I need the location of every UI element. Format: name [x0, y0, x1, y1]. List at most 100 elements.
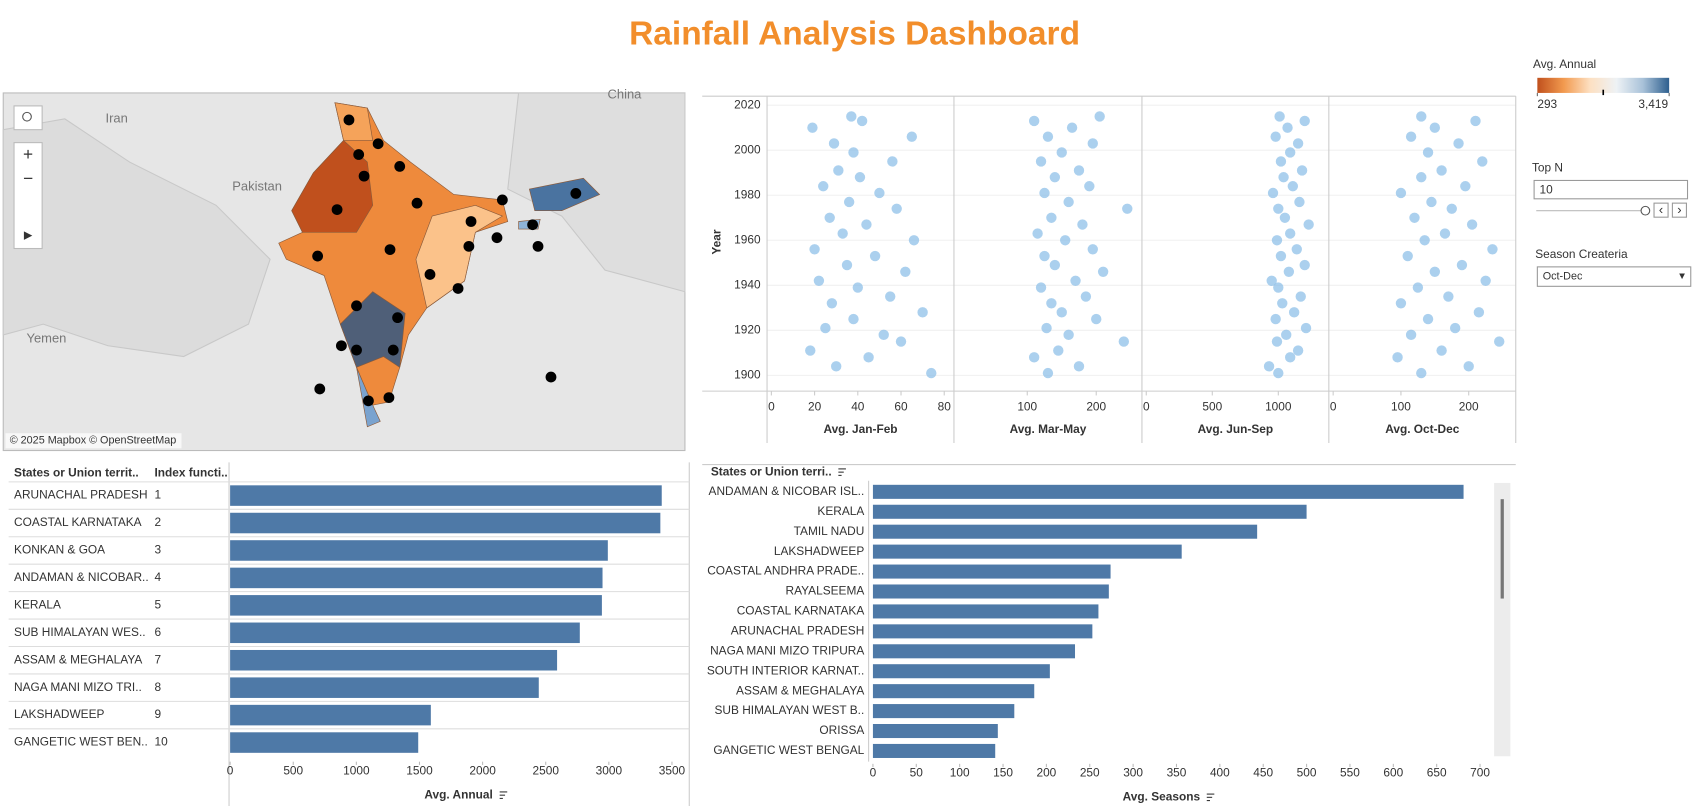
- region: [528, 177, 601, 212]
- scatter-point: [926, 367, 937, 379]
- x-tick-label: 100: [1017, 399, 1037, 413]
- scatter-point: [906, 131, 918, 142]
- x-tick-label: 1000: [1265, 399, 1292, 413]
- index-label: 7: [154, 652, 161, 666]
- bar: [872, 504, 1307, 519]
- scatter-point: [1049, 259, 1061, 271]
- map-label: China: [608, 87, 643, 102]
- scatter-point: [891, 203, 902, 214]
- x-axis-title: Avg. Oct-Dec: [1385, 422, 1460, 436]
- scatter-point: [1073, 165, 1085, 176]
- y-tick-label: 2020: [734, 97, 761, 111]
- scatter-point: [841, 259, 853, 271]
- scatter-point: [1460, 181, 1471, 192]
- category-label: TAMIL NADU: [794, 524, 865, 538]
- scatter-point: [1287, 181, 1299, 192]
- map-attribution: © 2025 Mapbox © OpenStreetMap: [10, 435, 177, 447]
- category-label: NAGA MANI MIZO TRIPURA: [710, 643, 864, 657]
- category-label: RAYALSEEMA: [786, 584, 865, 598]
- scatter-point: [1279, 212, 1291, 223]
- x-tick-label: 100: [950, 766, 970, 780]
- scatter-point: [1270, 313, 1281, 325]
- x-tick-label: 0: [870, 766, 877, 780]
- scatter-point: [854, 172, 866, 183]
- scatter-point: [1039, 250, 1050, 262]
- scatter-point: [1463, 361, 1474, 372]
- scatter-point: [1436, 165, 1447, 176]
- pan[interactable]: ▶: [24, 229, 33, 241]
- index-label: 5: [154, 597, 161, 611]
- bar: [230, 567, 603, 589]
- scroll-thumb[interactable]: [1500, 499, 1504, 599]
- bar: [872, 484, 1464, 499]
- y-tick-label: 1900: [734, 367, 761, 381]
- scatter-point: [852, 282, 863, 293]
- scatter-point: [1035, 282, 1047, 293]
- x-tick-label: 400: [1210, 766, 1230, 780]
- scatter-point: [807, 122, 818, 133]
- scatter-point: [1443, 291, 1454, 302]
- scatter-point: [1456, 259, 1468, 271]
- category-label: ARUNACHAL PRADESH: [14, 488, 148, 502]
- scatter-point: [1299, 259, 1310, 271]
- control-label: Top N: [1532, 161, 1563, 175]
- region: [415, 204, 504, 309]
- scatter-point: [1470, 115, 1481, 127]
- scrollbar[interactable]: [1494, 482, 1511, 757]
- zoom-in[interactable]: +: [23, 144, 33, 164]
- slider-next[interactable]: [1671, 202, 1687, 218]
- scatter-point: [846, 111, 857, 122]
- category-label: SOUTH INTERIOR KARNAT..: [707, 663, 864, 677]
- y-axis-title: Year: [709, 229, 723, 254]
- column-header: States or Union territ..: [14, 465, 139, 479]
- column-header: Index functi..: [154, 465, 227, 479]
- bar: [872, 704, 1015, 719]
- top-n-value[interactable]: 10: [1540, 182, 1554, 196]
- index-label: 6: [154, 625, 161, 639]
- x-tick-label: 50: [910, 766, 924, 780]
- legend-min-label: 293: [1537, 97, 1557, 111]
- zoom-controls[interactable]: [13, 142, 43, 250]
- y-tick-label: 1960: [734, 232, 761, 246]
- scatter-point: [1271, 336, 1283, 347]
- scatter-point: [1070, 275, 1081, 286]
- category-label: ANDAMAN & NICOBAR ISL..: [709, 484, 865, 498]
- scatter-point: [1041, 322, 1052, 334]
- bar: [230, 732, 419, 753]
- x-axis-title: Avg. Jun-Sep: [1198, 422, 1273, 436]
- category-label: GANGETIC WEST BENGAL: [713, 743, 864, 757]
- scatter-point: [1046, 298, 1057, 309]
- bar: [872, 624, 1093, 639]
- x-tick-label: 450: [1253, 766, 1273, 780]
- bar: [230, 622, 580, 644]
- scatter-point: [1060, 235, 1071, 246]
- scatter-point: [1263, 361, 1275, 372]
- slider-prev[interactable]: [1653, 202, 1669, 218]
- scatter-point: [1419, 235, 1430, 246]
- category-label: KERALA: [817, 504, 864, 518]
- scatter-point: [1087, 244, 1098, 255]
- scatter-point: [1274, 111, 1285, 122]
- scatter-point: [1282, 122, 1293, 133]
- column-header: States or Union terri..: [711, 464, 832, 478]
- scatter-point: [813, 275, 825, 286]
- slider-knob[interactable]: [1640, 205, 1651, 216]
- category-label: LAKSHADWEEP: [774, 544, 864, 558]
- map-label: Iran: [106, 110, 128, 125]
- index-label: 10: [154, 735, 168, 749]
- season-value[interactable]: Oct-Dec: [1543, 270, 1583, 282]
- x-tick-label: 0: [768, 399, 775, 413]
- x-tick-label: 350: [1167, 766, 1187, 780]
- zoom-out[interactable]: −: [23, 168, 33, 188]
- scatter-point: [1267, 187, 1279, 199]
- category-label: NAGA MANI MIZO TRI..: [14, 680, 142, 694]
- x-tick-label: 0: [1330, 399, 1337, 413]
- top-n-input[interactable]: [1533, 179, 1689, 200]
- index-label: 4: [154, 570, 161, 584]
- search-button[interactable]: [13, 105, 43, 131]
- scatter-point: [1294, 196, 1305, 208]
- scatter-point: [1409, 212, 1420, 223]
- scatter-point: [1392, 352, 1403, 363]
- season-dropdown[interactable]: [1536, 266, 1692, 287]
